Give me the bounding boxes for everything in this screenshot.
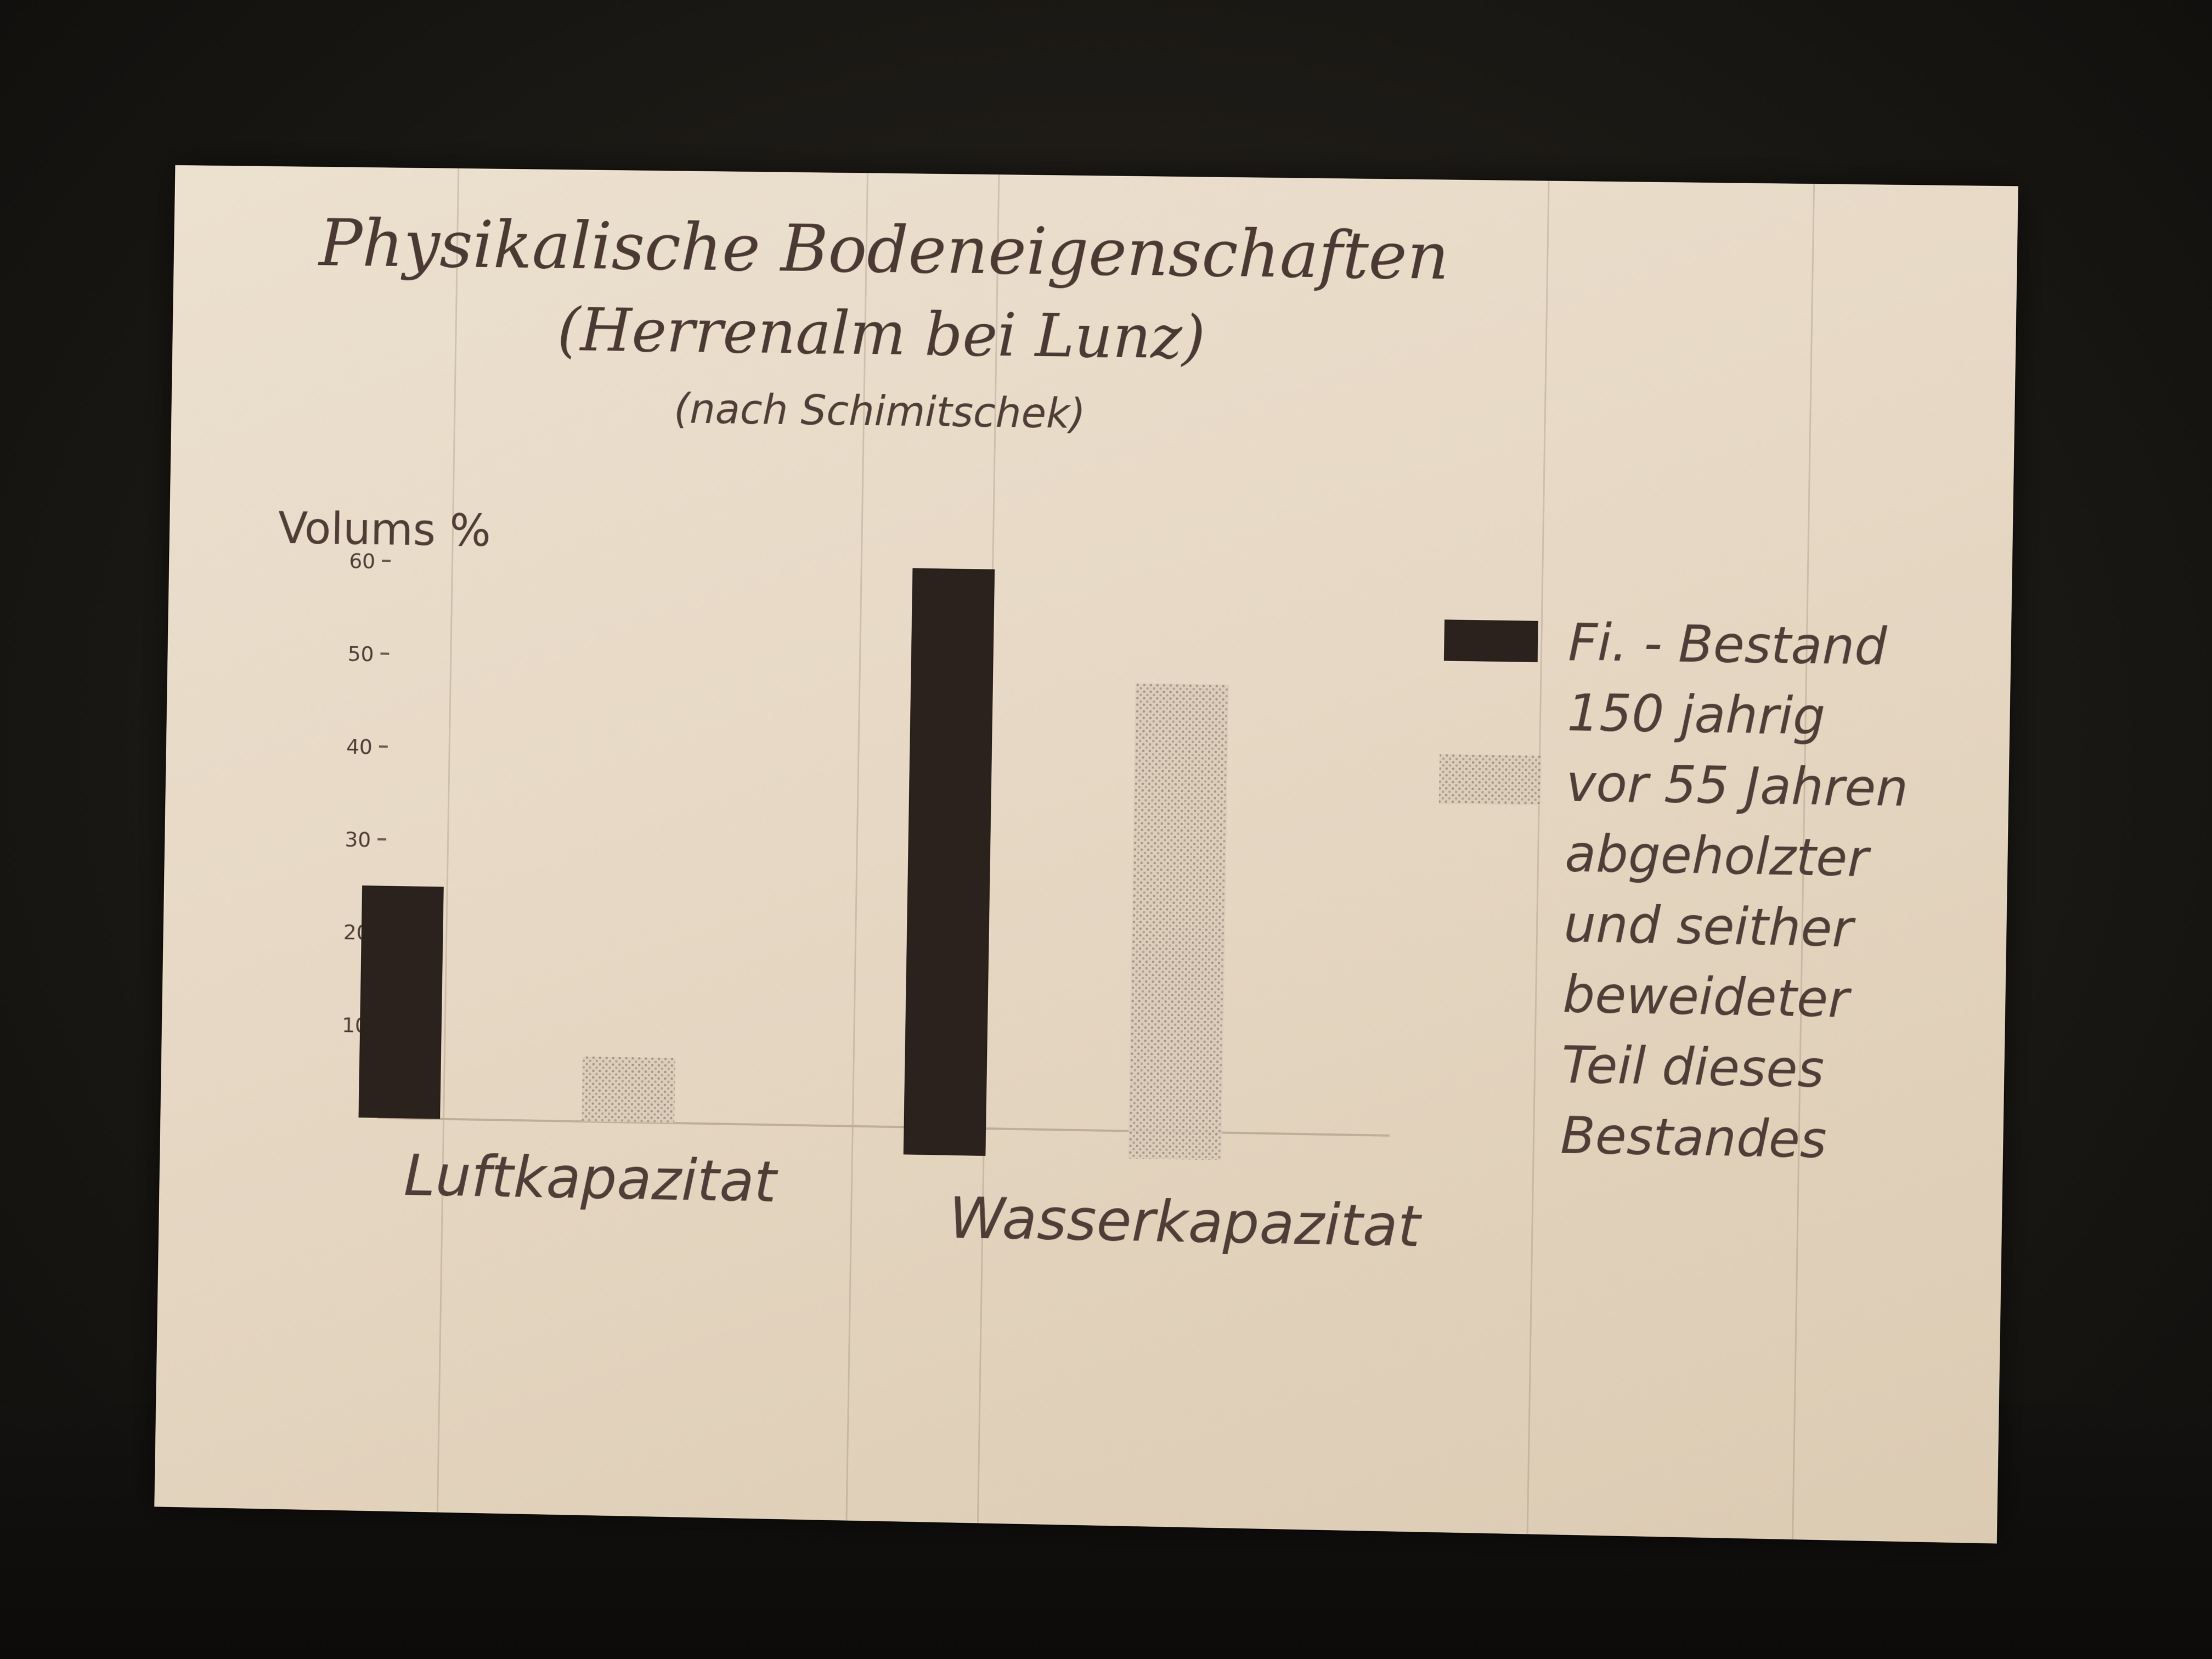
bar-clearing-water bbox=[1128, 683, 1229, 1160]
category-labels: Luftkapazitat Wasserkapazitat bbox=[403, 1143, 1423, 1260]
x-axis-baseline bbox=[377, 1118, 1390, 1136]
category-label: Luftkapazitat bbox=[403, 1143, 778, 1215]
bar-chart: Physikalische Bodeneigenschaften (Herren… bbox=[154, 165, 2018, 1544]
y-tick-label: 40 bbox=[346, 735, 373, 759]
bars-group bbox=[358, 561, 1231, 1160]
legend-text-line: Teil dieses bbox=[1561, 1036, 1825, 1099]
legend-text-line: abgeholzter bbox=[1565, 824, 1872, 888]
bar-forest-air bbox=[359, 885, 444, 1119]
legend-swatch-clearing bbox=[1439, 754, 1542, 805]
chart-source-note: (nach Schimitschek) bbox=[674, 386, 1086, 438]
y-tick-label: 60 bbox=[349, 549, 376, 573]
bar-forest-water bbox=[904, 568, 995, 1156]
legend-swatch-forest bbox=[1444, 619, 1538, 662]
y-axis-label: Volums % bbox=[278, 503, 491, 556]
chart-subtitle: (Herrenalm bei Lunz) bbox=[557, 296, 1206, 373]
projected-slide: Physikalische Bodeneigenschaften (Herren… bbox=[154, 165, 2018, 1544]
bar-clearing-air bbox=[582, 1057, 675, 1124]
legend-text-line: vor 55 Jahren bbox=[1566, 754, 1909, 818]
y-tick-label: 50 bbox=[347, 642, 374, 667]
y-tick-label: 30 bbox=[345, 827, 371, 852]
legend-text-line: Fi. - Bestand bbox=[1568, 613, 1888, 676]
legend: Fi. - Bestand 150 jahrig vor 55 Jahrenabge… bbox=[1433, 611, 1911, 1171]
chart-title: Physikalische Bodeneigenschaften bbox=[318, 205, 1450, 294]
legend-text-line: und seither bbox=[1564, 895, 1857, 958]
category-label: Wasserkapazitat bbox=[949, 1186, 1423, 1260]
legend-text-line: beweideter bbox=[1562, 965, 1853, 1029]
legend-text-line: Bestandes bbox=[1560, 1106, 1827, 1170]
legend-text-line: 150 jahrig bbox=[1567, 684, 1826, 747]
